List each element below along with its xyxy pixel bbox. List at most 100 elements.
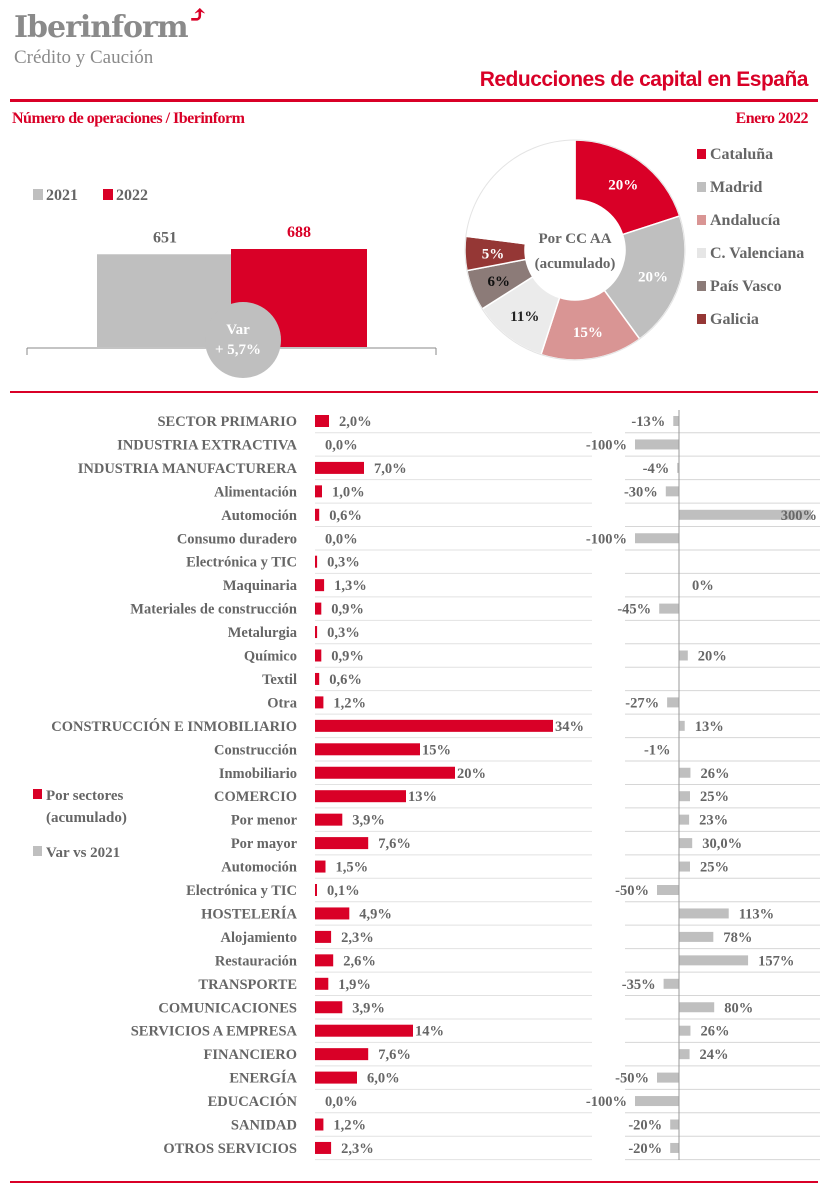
- var-bar: [665, 486, 679, 497]
- row-label: Alojamiento: [220, 930, 297, 946]
- bar-value-label: 688: [287, 224, 311, 241]
- share-label: 0,6%: [329, 508, 362, 524]
- legend-swatch: [697, 314, 706, 324]
- var-bar: [679, 1049, 690, 1060]
- var-bar: [679, 1025, 691, 1036]
- var-label: 78%: [723, 930, 752, 946]
- pie-slice-label: 6%: [488, 274, 511, 290]
- logo: Iberinform⤴: [14, 0, 208, 45]
- legend-swatch: [697, 281, 706, 291]
- share-bar: [315, 626, 318, 639]
- legend-swatch: [697, 248, 706, 258]
- share-bar: [315, 813, 343, 826]
- var-label: -4%: [643, 461, 670, 477]
- var-label: 20%: [698, 649, 727, 665]
- var-bar: [679, 791, 690, 802]
- var-bar: [663, 978, 679, 989]
- row-label: Automoción: [221, 508, 297, 524]
- row-label: Restauración: [215, 953, 297, 969]
- pie-slice-other: [465, 139, 576, 245]
- share-label: 14%: [415, 1024, 444, 1040]
- row-label: INDUSTRIA MANUFACTURERA: [78, 461, 298, 477]
- row-label: Otra: [267, 695, 298, 711]
- var-bar: [679, 931, 714, 942]
- share-label: 0,6%: [329, 672, 362, 688]
- row-label: Por menor: [231, 813, 298, 829]
- share-bar: [315, 1024, 413, 1037]
- share-bar: [315, 602, 322, 615]
- share-label: 3,9%: [352, 1000, 385, 1016]
- var-bar: [679, 955, 749, 966]
- var-label: 157%: [758, 953, 794, 969]
- var-bar: [657, 1072, 679, 1083]
- var-bar: [635, 1096, 679, 1107]
- var-bar: [659, 603, 679, 614]
- subtitle: Número de operaciones / Iberinform: [12, 110, 245, 127]
- share-label: 0,0%: [325, 1094, 358, 1110]
- legend-swatch: [103, 189, 113, 200]
- var-label: 30,0%: [702, 836, 742, 852]
- var-label: -1%: [644, 742, 671, 758]
- var-bar: [673, 416, 679, 426]
- share-bar: [315, 1001, 343, 1014]
- share-label: 34%: [555, 719, 584, 735]
- share-bar: [315, 930, 332, 943]
- share-bar: [315, 461, 364, 474]
- row-label: ENERGÍA: [229, 1070, 297, 1087]
- legend-swatch: [697, 149, 706, 159]
- var-bar: [679, 908, 729, 919]
- row-label: INDUSTRIA EXTRACTIVA: [117, 437, 297, 453]
- divider: [10, 1181, 818, 1183]
- row-label: TRANSPORTE: [198, 977, 297, 993]
- var-bar: [679, 767, 691, 778]
- var-label: -30%: [624, 484, 658, 500]
- legend-label: Galicia: [710, 311, 759, 328]
- share-bar: [315, 860, 326, 873]
- share-label: 0,0%: [325, 531, 358, 547]
- row-label: Automoción: [221, 860, 297, 876]
- var-label: -45%: [617, 602, 651, 618]
- legend-label: Madrid: [710, 179, 763, 196]
- share-label: 20%: [457, 766, 486, 782]
- var-badge: [205, 302, 281, 378]
- row-label: Alimentación: [214, 484, 297, 500]
- share-bar: [315, 1118, 324, 1131]
- share-bar: [315, 508, 320, 521]
- var-label: -100%: [586, 1094, 627, 1110]
- var-label: -13%: [631, 414, 665, 430]
- divider: [10, 391, 818, 393]
- share-label: 1,5%: [336, 860, 369, 876]
- share-label: 6,0%: [367, 1071, 400, 1087]
- share-bar: [315, 415, 329, 427]
- var-bar: [679, 509, 811, 520]
- var-label: -20%: [628, 1118, 662, 1134]
- row-label: FINANCIERO: [204, 1047, 297, 1063]
- legend-swatch: [33, 189, 43, 200]
- pie-outline: [464, 139, 686, 361]
- var-bar: [657, 885, 679, 895]
- var-bar: [635, 533, 679, 544]
- share-label: 2,3%: [341, 930, 374, 946]
- page-title: Reducciones de capital en España: [479, 68, 809, 91]
- share-label: 15%: [422, 742, 451, 758]
- share-bar: [315, 790, 406, 803]
- row-label: SERVICIOS A EMPRESA: [131, 1024, 298, 1040]
- share-label: 3,9%: [352, 813, 385, 829]
- var-label: -27%: [625, 695, 659, 711]
- var-label: 80%: [724, 1000, 753, 1016]
- row-label: Materiales de construcción: [130, 602, 297, 618]
- row-label: SANIDAD: [231, 1118, 297, 1134]
- share-bar: [315, 485, 322, 498]
- var-label: -100%: [586, 531, 627, 547]
- var-label: -50%: [615, 883, 649, 899]
- share-label: 1,2%: [333, 1118, 366, 1134]
- share-bar: [315, 837, 369, 850]
- var-bar: [679, 1002, 715, 1013]
- share-label: 2,3%: [341, 1141, 374, 1157]
- legend-label: (acumulado): [46, 810, 127, 826]
- var-bar: [670, 1119, 679, 1130]
- var-label: 113%: [739, 906, 774, 922]
- share-label: 0,0%: [325, 437, 358, 453]
- share-label: 1,3%: [334, 578, 367, 594]
